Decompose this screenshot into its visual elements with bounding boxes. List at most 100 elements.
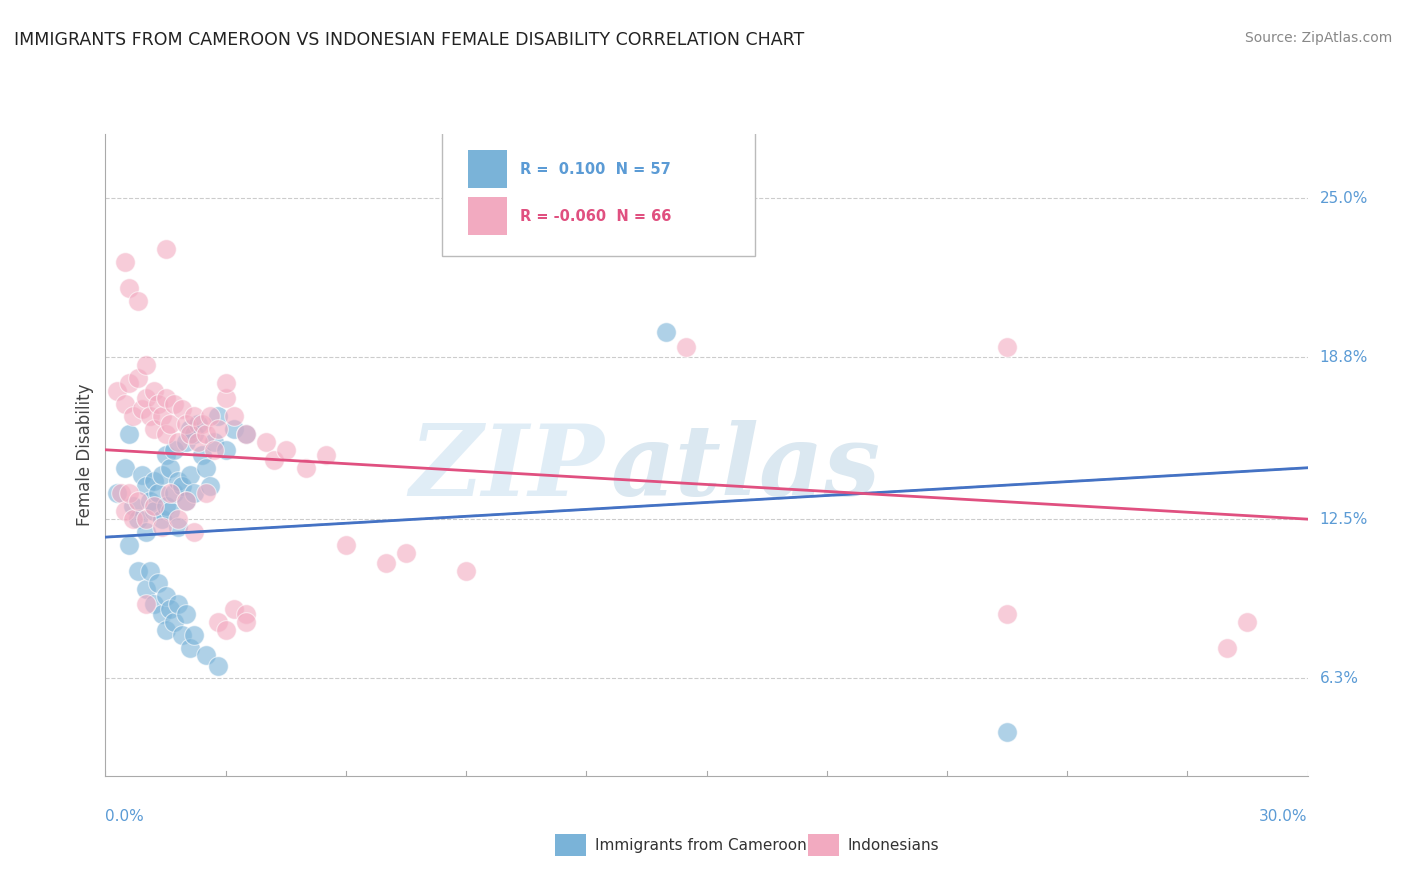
Point: [135, 524, 157, 539]
Text: 30.0%: 30.0%: [1260, 809, 1308, 823]
Point: [179, 427, 201, 442]
Point: [187, 435, 209, 450]
Point: [183, 486, 205, 500]
Point: [162, 486, 184, 500]
Text: Indonesians: Indonesians: [848, 838, 939, 853]
Point: [122, 512, 145, 526]
Text: 18.8%: 18.8%: [1320, 350, 1368, 365]
Point: [118, 376, 141, 390]
Point: [135, 479, 157, 493]
Point: [179, 422, 201, 436]
Point: [146, 396, 169, 410]
Point: [142, 384, 165, 398]
Point: [456, 564, 478, 578]
Point: [162, 442, 184, 457]
Point: [190, 448, 212, 462]
Point: [202, 442, 225, 457]
Point: [655, 325, 678, 339]
Point: [155, 392, 177, 406]
Point: [146, 576, 169, 591]
Text: IMMIGRANTS FROM CAMEROON VS INDONESIAN FEMALE DISABILITY CORRELATION CHART: IMMIGRANTS FROM CAMEROON VS INDONESIAN F…: [14, 31, 804, 49]
Point: [194, 648, 217, 663]
Point: [254, 435, 277, 450]
Point: [214, 442, 236, 457]
Point: [159, 417, 181, 431]
Point: [110, 486, 132, 500]
Point: [235, 615, 257, 629]
Point: [150, 607, 173, 622]
Point: [127, 512, 149, 526]
Point: [142, 474, 165, 488]
Point: [183, 409, 205, 424]
Point: [995, 340, 1018, 354]
Point: [263, 453, 285, 467]
Point: [150, 512, 173, 526]
Point: [198, 409, 221, 424]
Point: [155, 589, 177, 603]
Point: [214, 392, 236, 406]
FancyBboxPatch shape: [468, 197, 508, 235]
Point: [995, 607, 1018, 622]
Point: [114, 396, 136, 410]
Text: R = -0.060  N = 66: R = -0.060 N = 66: [520, 209, 672, 224]
Point: [142, 597, 165, 611]
Point: [127, 494, 149, 508]
Point: [107, 486, 129, 500]
Point: [194, 486, 217, 500]
Point: [118, 486, 141, 500]
FancyBboxPatch shape: [441, 128, 755, 256]
Point: [122, 500, 145, 514]
Point: [179, 640, 201, 655]
Point: [179, 468, 201, 483]
Point: [142, 500, 165, 514]
Point: [166, 435, 188, 450]
Text: R =  0.100  N = 57: R = 0.100 N = 57: [520, 161, 671, 177]
Point: [174, 494, 197, 508]
Point: [138, 564, 160, 578]
Point: [194, 460, 217, 475]
Point: [150, 520, 173, 534]
Point: [142, 422, 165, 436]
Point: [162, 615, 184, 629]
Y-axis label: Female Disability: Female Disability: [76, 384, 94, 526]
Point: [138, 494, 160, 508]
Point: [159, 460, 181, 475]
Point: [138, 409, 160, 424]
Point: [135, 582, 157, 596]
Point: [127, 371, 149, 385]
Point: [194, 427, 217, 442]
Point: [142, 504, 165, 518]
Point: [135, 358, 157, 372]
Point: [166, 512, 188, 526]
Point: [235, 427, 257, 442]
Point: [170, 479, 193, 493]
Text: atlas: atlas: [610, 419, 880, 516]
Point: [155, 243, 177, 257]
Text: 0.0%: 0.0%: [105, 809, 145, 823]
Point: [107, 384, 129, 398]
Point: [295, 460, 318, 475]
Point: [1236, 615, 1258, 629]
Point: [159, 504, 181, 518]
Point: [170, 401, 193, 416]
Point: [207, 409, 229, 424]
Point: [155, 623, 177, 637]
Point: [159, 486, 181, 500]
Point: [1216, 640, 1239, 655]
Text: Immigrants from Cameroon: Immigrants from Cameroon: [595, 838, 807, 853]
Point: [127, 293, 149, 308]
Point: [374, 556, 396, 570]
Point: [114, 504, 136, 518]
Point: [118, 538, 141, 552]
Point: [166, 520, 188, 534]
Point: [159, 602, 181, 616]
Point: [207, 615, 229, 629]
Point: [122, 409, 145, 424]
Text: Source: ZipAtlas.com: Source: ZipAtlas.com: [1244, 31, 1392, 45]
Point: [127, 564, 149, 578]
Point: [222, 602, 245, 616]
Point: [183, 427, 205, 442]
Point: [170, 628, 193, 642]
Text: ZIP: ZIP: [409, 419, 605, 516]
Point: [235, 607, 257, 622]
